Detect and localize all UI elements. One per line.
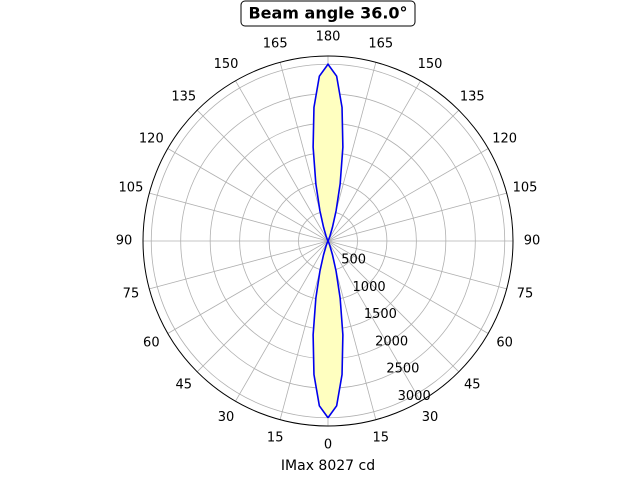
angle-tick-label: 120 (492, 132, 517, 147)
angle-tick-label: 135 (171, 89, 196, 104)
radial-tick-label: 2500 (386, 362, 419, 377)
polar-frame (142, 55, 514, 427)
grid-spoke (327, 80, 421, 242)
grid-spoke (327, 240, 460, 373)
grid-spoke (196, 109, 329, 242)
grid-spoke (196, 240, 329, 373)
chart-title: Beam angle 36.0° (248, 4, 407, 23)
curve (312, 62, 344, 419)
angle-tick-label: 135 (460, 89, 485, 104)
angle-tick-label: 75 (123, 286, 140, 301)
angle-tick-label: 30 (218, 410, 235, 425)
angle-tick-label: 30 (422, 410, 439, 425)
grid-spoke (167, 148, 329, 242)
grid-spoke (167, 240, 329, 334)
radial-tick-label: 500 (341, 253, 366, 268)
angle-tick-label: 60 (143, 336, 160, 351)
angle-tick-label: 60 (496, 336, 513, 351)
grid-spoke (327, 192, 507, 242)
angle-tick-label: 0 (324, 438, 332, 453)
grid-spoke (327, 240, 421, 402)
grid-spoke (149, 240, 329, 290)
grid-spoke (235, 80, 329, 242)
angle-tick-label: 45 (175, 378, 192, 393)
grid-spoke (149, 192, 329, 242)
title-box (240, 0, 416, 27)
x-axis-label: IMax 8027 cd (281, 458, 375, 474)
angle-tick-label: 15 (373, 431, 390, 446)
radial-tick-label: 2000 (375, 334, 408, 349)
angle-tick-label: 105 (119, 181, 144, 196)
angle-tick-label: 165 (368, 36, 393, 51)
grid-spoke (327, 148, 489, 242)
angle-tick-label: 105 (513, 181, 538, 196)
angle-tick-label: 15 (267, 431, 284, 446)
angle-tick-label: 180 (316, 30, 341, 45)
angle-tick-label: 120 (139, 132, 164, 147)
angle-tick-label: 75 (517, 286, 534, 301)
grid-spoke (327, 109, 460, 242)
grid-spoke (327, 240, 489, 334)
radial-tick-label: 1500 (364, 307, 397, 322)
grid-spoke (327, 240, 507, 290)
grid-spoke (235, 240, 329, 402)
angle-tick-label: 90 (524, 234, 541, 249)
radial-tick-label: 1000 (353, 280, 386, 295)
radial-tick-label: 3000 (398, 389, 431, 404)
angle-tick-label: 150 (418, 57, 443, 72)
angle-tick-label: 165 (263, 36, 288, 51)
angle-tick-label: 90 (116, 234, 133, 249)
angle-tick-label: 45 (464, 378, 481, 393)
angle-tick-label: 150 (214, 57, 239, 72)
